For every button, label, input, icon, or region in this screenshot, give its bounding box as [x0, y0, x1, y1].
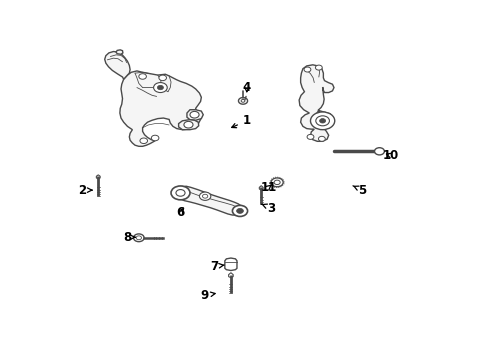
Polygon shape: [96, 175, 100, 179]
Polygon shape: [104, 51, 130, 79]
Circle shape: [304, 67, 310, 72]
Circle shape: [153, 82, 167, 93]
Circle shape: [176, 190, 184, 196]
Text: 2: 2: [78, 184, 92, 197]
Circle shape: [171, 186, 189, 200]
Polygon shape: [299, 65, 333, 141]
Polygon shape: [116, 50, 122, 54]
Circle shape: [189, 111, 199, 118]
Polygon shape: [186, 110, 203, 120]
Text: 10: 10: [382, 149, 398, 162]
Circle shape: [270, 178, 283, 187]
Text: 7: 7: [210, 260, 224, 273]
Text: 3: 3: [262, 202, 275, 215]
Circle shape: [274, 180, 280, 185]
Polygon shape: [224, 258, 237, 270]
Circle shape: [139, 74, 146, 79]
Polygon shape: [120, 71, 201, 146]
Polygon shape: [228, 273, 233, 278]
Text: 11: 11: [260, 181, 276, 194]
Circle shape: [183, 121, 193, 128]
Circle shape: [236, 208, 243, 213]
Circle shape: [315, 116, 329, 126]
Text: 5: 5: [352, 184, 366, 197]
Text: 4: 4: [242, 81, 250, 94]
Text: 1: 1: [231, 114, 250, 128]
Circle shape: [136, 236, 141, 240]
Circle shape: [374, 148, 384, 155]
Polygon shape: [175, 186, 244, 215]
Circle shape: [159, 75, 166, 81]
Circle shape: [318, 136, 325, 141]
Circle shape: [151, 135, 159, 141]
Circle shape: [199, 192, 210, 201]
Circle shape: [232, 205, 247, 216]
Circle shape: [319, 118, 325, 123]
Text: 9: 9: [200, 289, 215, 302]
Text: 6: 6: [176, 206, 184, 219]
Circle shape: [133, 234, 144, 242]
Circle shape: [157, 85, 163, 90]
Polygon shape: [178, 120, 198, 130]
Circle shape: [315, 65, 322, 70]
Text: 8: 8: [123, 231, 135, 244]
Circle shape: [140, 138, 147, 144]
Circle shape: [202, 194, 207, 198]
Circle shape: [306, 134, 313, 139]
Circle shape: [310, 112, 334, 130]
Polygon shape: [259, 186, 263, 190]
